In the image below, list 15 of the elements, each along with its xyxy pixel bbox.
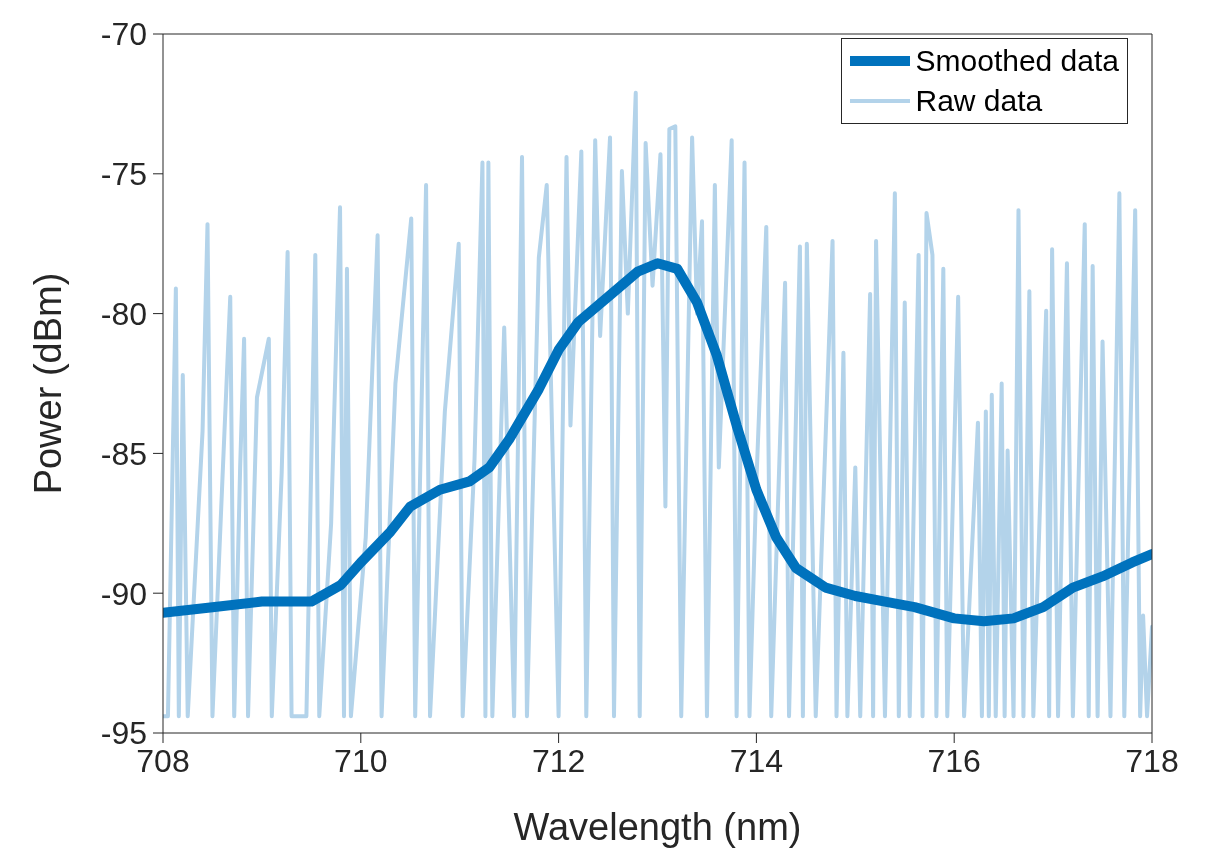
line-series: [163, 90, 1152, 719]
y-tick-label: -75: [100, 156, 147, 193]
y-tick-label: -85: [100, 435, 147, 472]
y-tick-label: -70: [100, 16, 147, 53]
x-tick-label: 710: [334, 742, 388, 779]
x-axis-title: Wavelength (nm): [513, 806, 802, 848]
x-tick-label: 714: [729, 742, 784, 779]
y-tick-label: -80: [100, 295, 147, 332]
x-tick-label: 718: [1125, 742, 1179, 779]
legend-label: Smoothed data: [915, 44, 1119, 78]
y-tick-label: -90: [100, 575, 147, 612]
legend-label: Raw data: [915, 84, 1043, 118]
y-axis-title: Power (dBm): [27, 272, 70, 495]
x-tick-label: 712: [531, 742, 586, 779]
x-tick-label: 716: [927, 742, 981, 779]
